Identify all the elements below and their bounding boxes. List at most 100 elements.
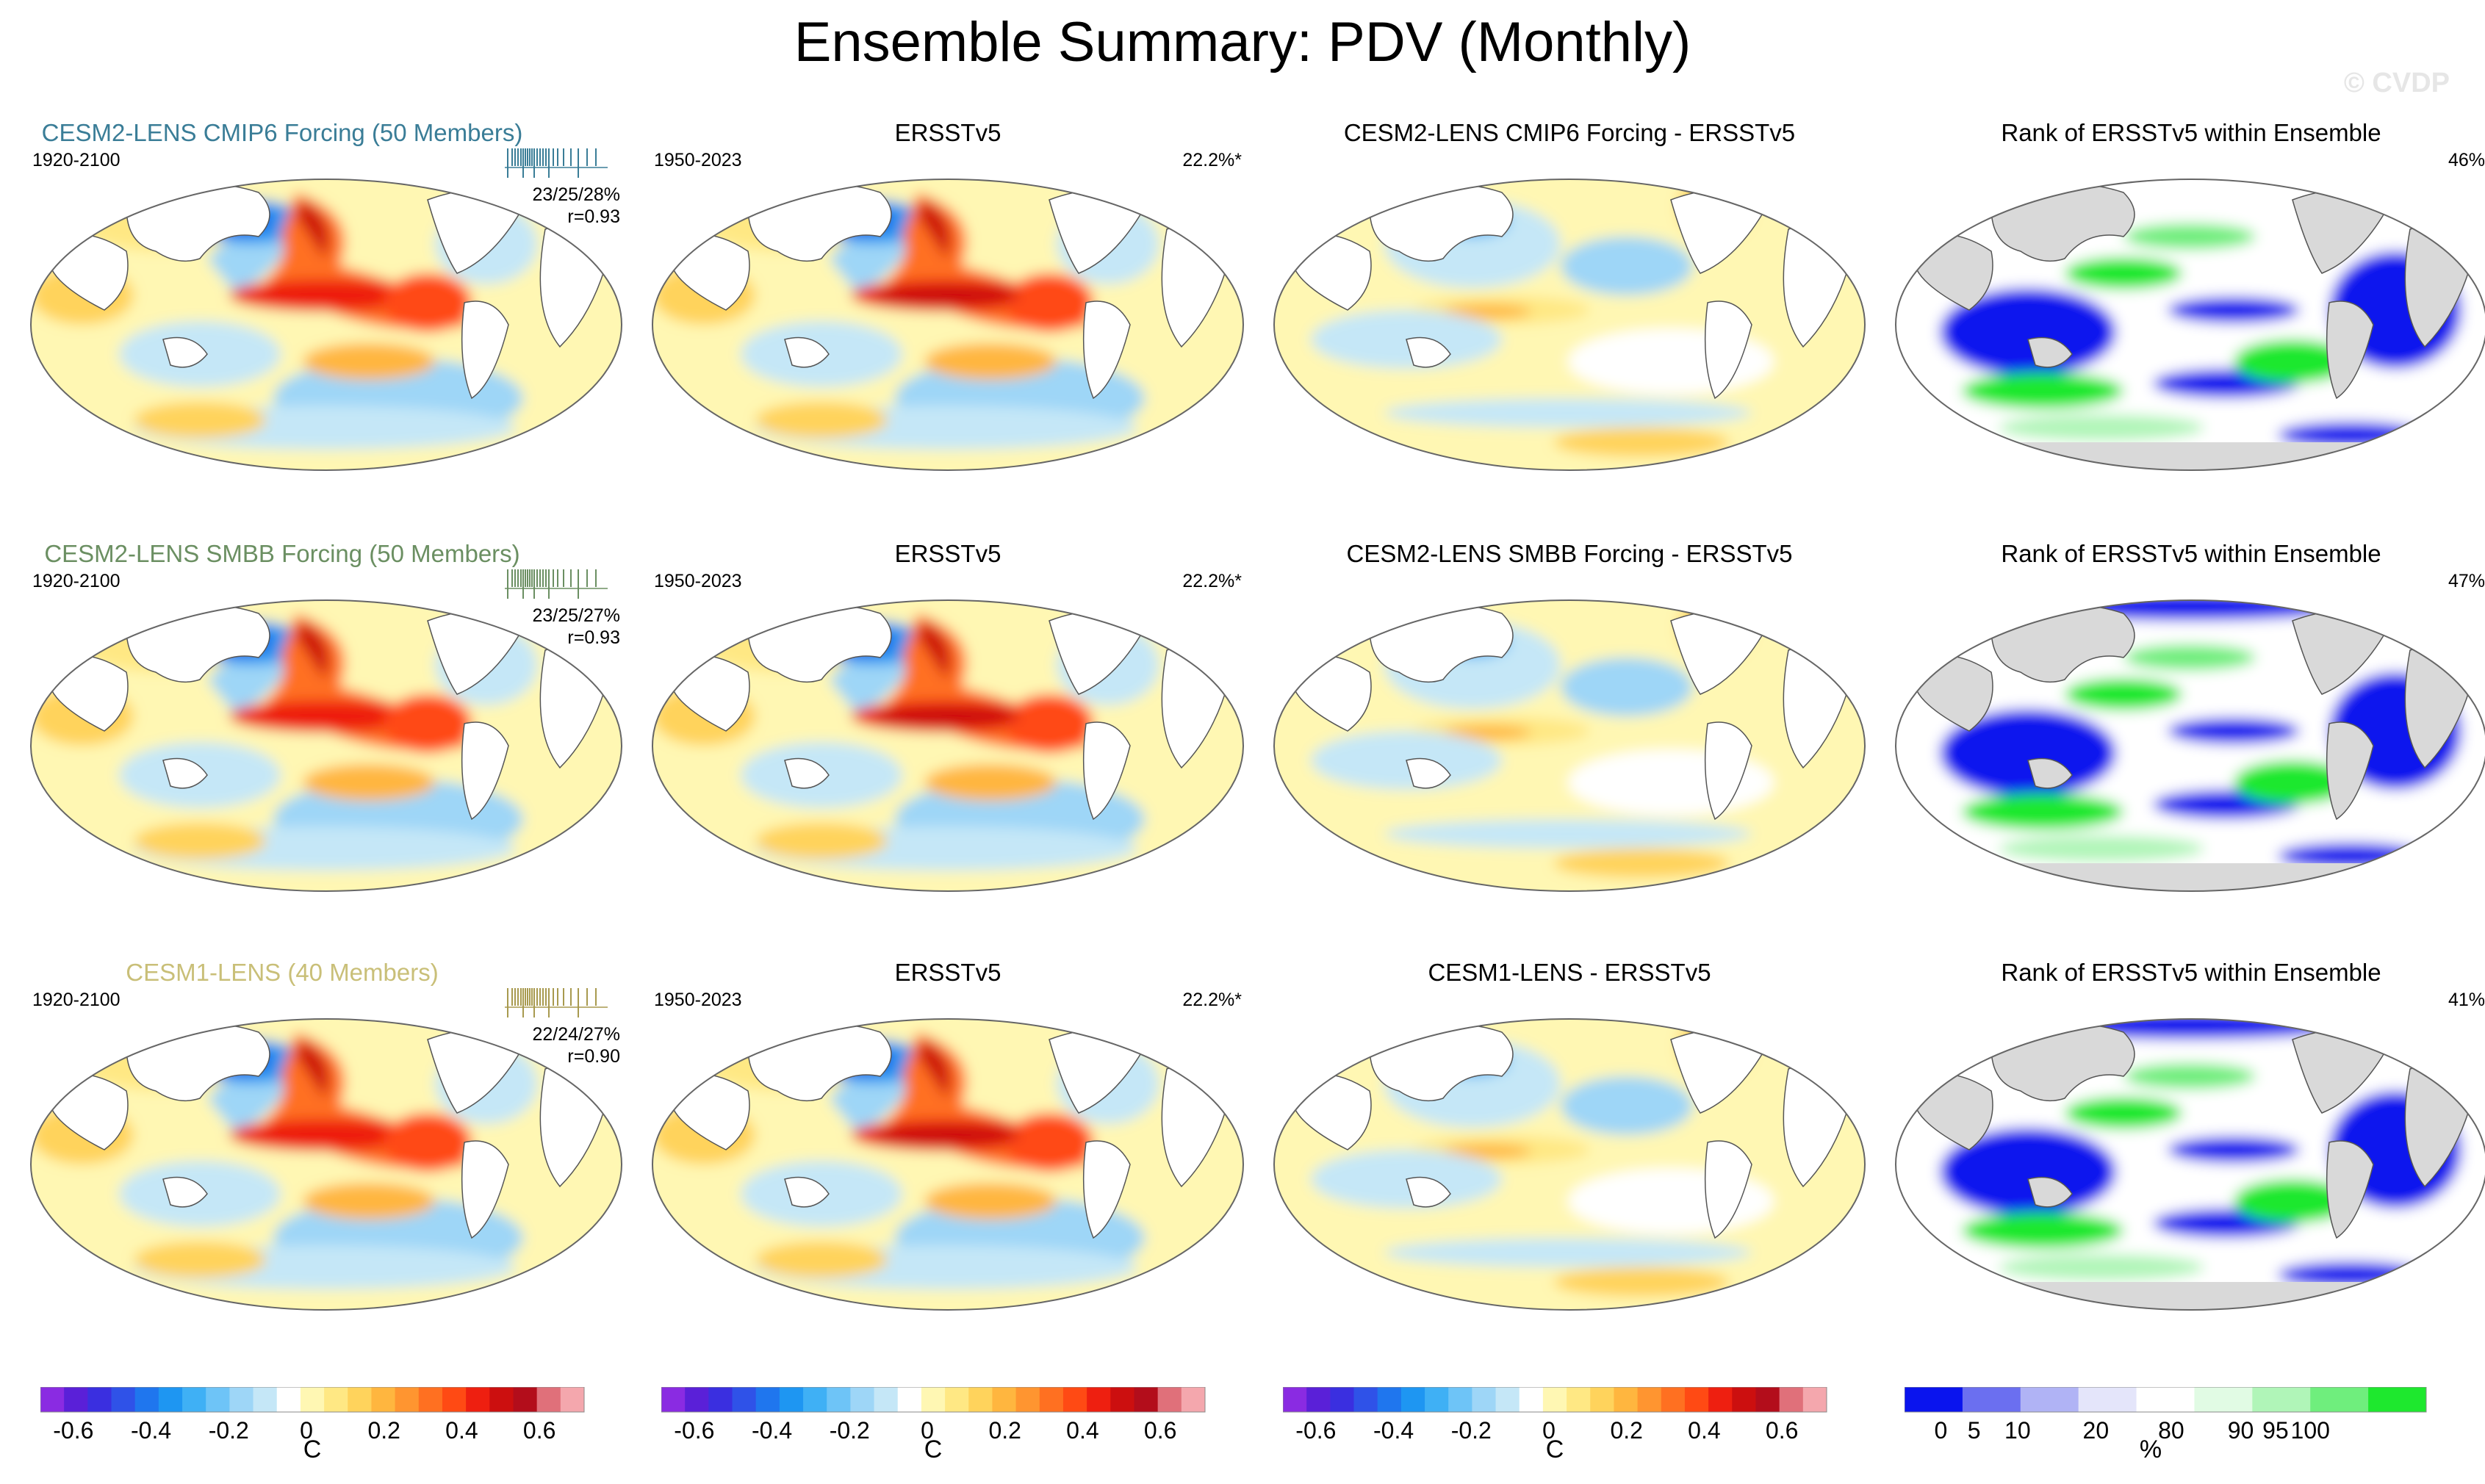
colorbar-swatch bbox=[276, 1387, 301, 1412]
colorbar-swatch bbox=[1400, 1387, 1425, 1412]
field-region bbox=[755, 402, 888, 439]
colorbar-unit: % bbox=[2139, 1436, 2162, 1463]
field-region bbox=[134, 402, 266, 439]
map-border bbox=[30, 1018, 622, 1311]
colorbar-swatch bbox=[466, 1387, 490, 1412]
colorbar-swatch bbox=[206, 1387, 230, 1412]
field-region bbox=[917, 621, 951, 680]
colorbar-tick-label: 10 bbox=[2004, 1417, 2031, 1444]
colorbar-tick-label: 0 bbox=[300, 1417, 313, 1444]
map-panel-model: CESM2-LENS SMBB Forcing (50 Members) 1920… bbox=[16, 540, 636, 951]
model-map bbox=[30, 1018, 622, 1311]
colorbar-swatch bbox=[1448, 1387, 1472, 1412]
rank-map bbox=[1895, 599, 2485, 892]
colorbar-swatch bbox=[1039, 1387, 1064, 1412]
obs-map bbox=[652, 1018, 1244, 1311]
panel-title: CESM1-LENS - ERSSTv5 bbox=[1428, 959, 1711, 986]
colorbar-swatch bbox=[1802, 1387, 1827, 1412]
colorbar-unit: C bbox=[303, 1436, 322, 1463]
colorbar-swatch bbox=[111, 1387, 136, 1412]
colorbar-swatch bbox=[732, 1387, 757, 1412]
panel-title: CESM2-LENS SMBB Forcing (50 Members) bbox=[44, 540, 520, 567]
colorbar-swatch bbox=[1062, 1387, 1087, 1412]
map-panel-obs: ERSSTv5 1950-2023 22.2%* bbox=[638, 540, 1258, 951]
panel-title: CESM1-LENS (40 Members) bbox=[126, 959, 439, 986]
pattern-correlation: r=0.90 bbox=[567, 1046, 620, 1067]
colorbar-swatch bbox=[1732, 1387, 1756, 1412]
field-region bbox=[1384, 819, 1752, 849]
colorbar-tick-label: -0.4 bbox=[752, 1417, 792, 1444]
land-mass bbox=[1151, 1019, 1227, 1040]
field-region bbox=[1999, 1254, 2204, 1281]
field-region bbox=[134, 1242, 266, 1278]
colorbar-tick-label: 100 bbox=[2291, 1417, 2330, 1444]
colorbar-swatch bbox=[40, 1387, 65, 1412]
colorbar-swatch bbox=[1661, 1387, 1686, 1412]
land-mass bbox=[1896, 442, 2485, 470]
colorbar-tick-label: 0.6 bbox=[1766, 1417, 1798, 1444]
panel-title: ERSSTv5 bbox=[894, 540, 1001, 567]
colorbar-swatch bbox=[371, 1387, 396, 1412]
land-mass bbox=[1896, 863, 2485, 891]
colorbar-swatch bbox=[779, 1387, 804, 1412]
land-mass bbox=[1082, 721, 1131, 821]
colorbar-sst: -0.6 -0.4 -0.2 0 0.2 0.4 0.6 bbox=[40, 1387, 585, 1444]
map-panel-diff: CESM2-LENS SMBB Forcing - ERSSTv5 bbox=[1259, 540, 1880, 951]
colorbar-swatch bbox=[755, 1387, 780, 1412]
colorbar-tick-label: 0.6 bbox=[1144, 1417, 1176, 1444]
colorbar-swatch bbox=[1755, 1387, 1780, 1412]
colorbar-swatch bbox=[1637, 1387, 1662, 1412]
map-panel-diff: CESM1-LENS - ERSSTv5 bbox=[1259, 959, 1880, 1370]
diff-map bbox=[1273, 1018, 1866, 1311]
colorbar-swatch bbox=[253, 1387, 278, 1412]
map-border bbox=[1895, 599, 2485, 892]
colorbar-swatch bbox=[1519, 1387, 1544, 1412]
panel-title: ERSSTv5 bbox=[894, 119, 1001, 146]
colorbar-swatch bbox=[874, 1387, 899, 1412]
percent-label: 22.2%* bbox=[1182, 990, 1242, 1010]
map-panel-diff: CESM2-LENS CMIP6 Forcing - ERSSTv5 bbox=[1259, 119, 1880, 530]
model-map bbox=[30, 599, 622, 892]
colorbar-swatch bbox=[1353, 1387, 1378, 1412]
land-mass bbox=[2326, 300, 2374, 400]
colorbar-rank: 0 5 10 20 80 90 95 100 bbox=[1905, 1387, 2427, 1444]
field-region bbox=[303, 764, 435, 801]
colorbar-swatch bbox=[992, 1387, 1017, 1412]
field-region bbox=[1962, 372, 2123, 409]
period-label: 1920-2100 bbox=[32, 990, 121, 1010]
percent-label: 46% bbox=[2448, 150, 2485, 170]
field-region bbox=[924, 764, 1057, 801]
map-border bbox=[652, 599, 1244, 892]
figure-title: Ensemble Summary: PDV (Monthly) bbox=[794, 11, 1691, 73]
colorbar-swatch bbox=[1110, 1387, 1134, 1412]
colorbar-swatch bbox=[897, 1387, 922, 1412]
land-mass bbox=[162, 757, 208, 789]
land-mass bbox=[2394, 600, 2470, 622]
colorbar-swatch bbox=[1157, 1387, 1182, 1412]
colorbar-frame bbox=[661, 1387, 1206, 1413]
panel-title: ERSSTv5 bbox=[894, 959, 1001, 986]
pattern-correlation: r=0.93 bbox=[567, 627, 620, 648]
colorbar-swatch bbox=[442, 1387, 467, 1412]
land-mass bbox=[2394, 179, 2470, 201]
stats-percentiles: 23/25/27% bbox=[532, 605, 620, 626]
colorbar-swatch bbox=[64, 1387, 88, 1412]
field-region bbox=[1553, 428, 1730, 457]
colorbar-swatch bbox=[229, 1387, 254, 1412]
period-label: 1920-2100 bbox=[32, 571, 121, 591]
ensemble-rug-plot bbox=[505, 569, 608, 599]
field-region bbox=[1999, 835, 2204, 862]
field-region bbox=[1005, 1113, 1093, 1172]
colorbar-swatch bbox=[803, 1387, 827, 1412]
colorbar-swatch bbox=[1708, 1387, 1733, 1412]
colorbar-tick-label: 0.4 bbox=[1688, 1417, 1720, 1444]
colorbar-swatch bbox=[708, 1387, 733, 1412]
colorbar-swatch bbox=[921, 1387, 946, 1412]
colorbar-swatch bbox=[2252, 1387, 2311, 1412]
map-panel-obs: ERSSTv5 1950-2023 22.2%* bbox=[638, 119, 1258, 530]
percent-label: 41% bbox=[2448, 990, 2485, 1010]
colorbar-swatch bbox=[1283, 1387, 1307, 1412]
land-mass bbox=[1151, 179, 1227, 201]
map-border bbox=[1273, 1018, 1866, 1311]
colorbar-swatch bbox=[1779, 1387, 1804, 1412]
